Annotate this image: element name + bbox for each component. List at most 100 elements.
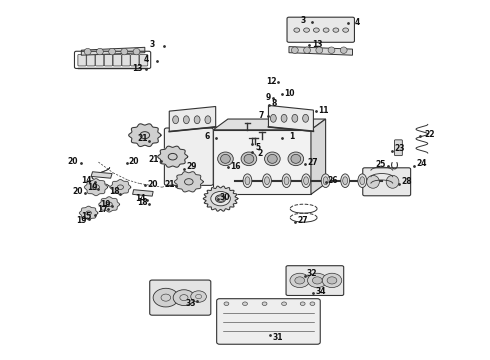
Text: 4: 4 bbox=[144, 55, 149, 64]
Circle shape bbox=[161, 294, 171, 301]
Circle shape bbox=[314, 28, 319, 32]
Text: 6: 6 bbox=[204, 132, 210, 141]
Circle shape bbox=[196, 294, 201, 299]
Ellipse shape bbox=[341, 174, 349, 188]
Ellipse shape bbox=[358, 174, 367, 188]
Text: 27: 27 bbox=[297, 216, 308, 225]
Polygon shape bbox=[99, 197, 120, 212]
FancyBboxPatch shape bbox=[217, 299, 320, 344]
Circle shape bbox=[262, 302, 267, 306]
FancyBboxPatch shape bbox=[122, 54, 130, 66]
Circle shape bbox=[313, 277, 322, 284]
Circle shape bbox=[304, 28, 310, 32]
Text: 1: 1 bbox=[289, 132, 294, 141]
Text: 23: 23 bbox=[394, 144, 405, 153]
Ellipse shape bbox=[218, 152, 233, 166]
Text: 9: 9 bbox=[266, 93, 270, 102]
Circle shape bbox=[243, 302, 247, 306]
Polygon shape bbox=[84, 179, 107, 195]
FancyBboxPatch shape bbox=[394, 140, 402, 156]
Polygon shape bbox=[311, 119, 326, 194]
Text: 20: 20 bbox=[73, 187, 83, 196]
Ellipse shape bbox=[304, 47, 311, 53]
Text: 18: 18 bbox=[109, 187, 120, 196]
Ellipse shape bbox=[133, 48, 140, 55]
Text: 4: 4 bbox=[355, 18, 360, 27]
Circle shape bbox=[191, 291, 206, 302]
Text: 26: 26 bbox=[328, 176, 338, 185]
Polygon shape bbox=[110, 180, 131, 195]
Polygon shape bbox=[129, 124, 161, 147]
Ellipse shape bbox=[303, 114, 309, 122]
Ellipse shape bbox=[205, 116, 211, 124]
Circle shape bbox=[216, 195, 226, 202]
Polygon shape bbox=[91, 172, 112, 178]
Text: 13: 13 bbox=[312, 40, 322, 49]
FancyBboxPatch shape bbox=[286, 266, 343, 296]
FancyBboxPatch shape bbox=[87, 54, 95, 66]
Text: 24: 24 bbox=[416, 159, 427, 168]
Circle shape bbox=[300, 302, 305, 306]
FancyBboxPatch shape bbox=[363, 168, 411, 196]
Text: 22: 22 bbox=[424, 130, 435, 139]
Text: 30: 30 bbox=[219, 193, 230, 202]
FancyBboxPatch shape bbox=[150, 280, 211, 315]
Circle shape bbox=[185, 179, 193, 185]
FancyBboxPatch shape bbox=[96, 54, 104, 66]
Polygon shape bbox=[169, 107, 216, 132]
Ellipse shape bbox=[321, 174, 330, 188]
Circle shape bbox=[322, 273, 342, 288]
Circle shape bbox=[106, 202, 112, 207]
Ellipse shape bbox=[292, 47, 298, 53]
Circle shape bbox=[180, 294, 188, 301]
Polygon shape bbox=[213, 119, 326, 130]
Ellipse shape bbox=[121, 48, 128, 55]
Polygon shape bbox=[158, 146, 188, 167]
Polygon shape bbox=[213, 130, 311, 194]
Text: 14: 14 bbox=[81, 176, 92, 185]
Ellipse shape bbox=[244, 154, 254, 163]
Ellipse shape bbox=[288, 152, 304, 166]
Polygon shape bbox=[81, 47, 145, 55]
Circle shape bbox=[86, 211, 91, 215]
Text: 19: 19 bbox=[100, 200, 111, 209]
Text: 8: 8 bbox=[271, 99, 277, 108]
Polygon shape bbox=[289, 46, 352, 55]
Ellipse shape bbox=[183, 116, 189, 124]
Text: 5: 5 bbox=[256, 143, 261, 152]
Polygon shape bbox=[269, 105, 314, 132]
FancyBboxPatch shape bbox=[287, 17, 354, 42]
Ellipse shape bbox=[265, 177, 270, 185]
Circle shape bbox=[294, 28, 300, 32]
Ellipse shape bbox=[281, 114, 287, 122]
Circle shape bbox=[211, 192, 230, 206]
FancyBboxPatch shape bbox=[140, 54, 148, 66]
Ellipse shape bbox=[265, 152, 280, 166]
Text: 17: 17 bbox=[97, 205, 108, 214]
Circle shape bbox=[217, 196, 224, 201]
FancyBboxPatch shape bbox=[104, 54, 113, 66]
Text: 32: 32 bbox=[306, 269, 317, 278]
Text: 20: 20 bbox=[128, 157, 139, 166]
Text: 3: 3 bbox=[300, 15, 305, 24]
Circle shape bbox=[168, 153, 177, 160]
Circle shape bbox=[140, 132, 149, 139]
Text: 34: 34 bbox=[316, 287, 326, 296]
Ellipse shape bbox=[282, 174, 291, 188]
Ellipse shape bbox=[284, 177, 289, 185]
Circle shape bbox=[343, 28, 348, 32]
Circle shape bbox=[323, 28, 329, 32]
Ellipse shape bbox=[323, 177, 328, 185]
Circle shape bbox=[327, 277, 337, 284]
Circle shape bbox=[295, 277, 305, 284]
Ellipse shape bbox=[220, 154, 230, 163]
FancyBboxPatch shape bbox=[164, 128, 213, 185]
Text: 21: 21 bbox=[149, 155, 159, 164]
Circle shape bbox=[282, 302, 287, 306]
Text: 20: 20 bbox=[68, 157, 78, 166]
Ellipse shape bbox=[340, 47, 347, 53]
Ellipse shape bbox=[245, 177, 250, 185]
Circle shape bbox=[308, 273, 327, 288]
Ellipse shape bbox=[194, 116, 200, 124]
Text: 21: 21 bbox=[165, 180, 175, 189]
